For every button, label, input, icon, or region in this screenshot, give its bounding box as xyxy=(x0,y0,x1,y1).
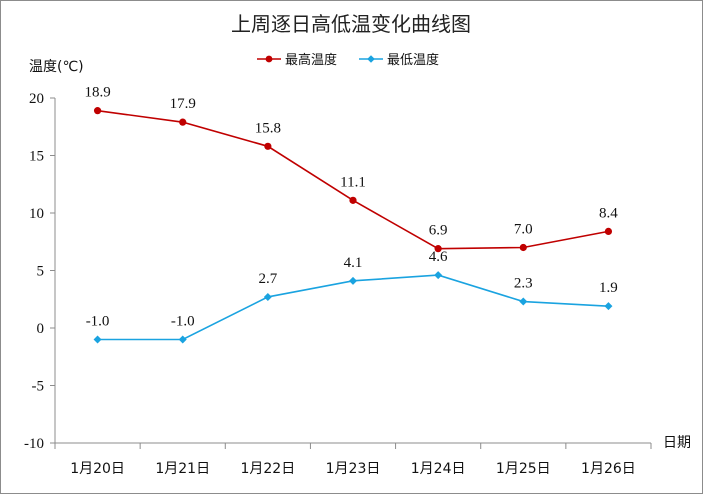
x-tick-label: 1月26日 xyxy=(581,461,636,477)
data-point xyxy=(93,107,102,115)
legend-marker xyxy=(265,55,273,63)
data-point xyxy=(604,302,613,311)
series-low: -1.0 -1.0 2.7 4.1 4.6 2.3 1.9 xyxy=(86,249,618,344)
data-point xyxy=(349,196,357,204)
y-axis-label: 温度(℃) xyxy=(29,59,84,75)
x-tick-label: 1月20日 xyxy=(70,461,125,477)
y-tick-label: 10 xyxy=(29,206,44,222)
data-label: 1.9 xyxy=(599,280,618,296)
data-label: 2.3 xyxy=(514,276,533,292)
data-point xyxy=(178,335,187,344)
y-tick-label: -5 xyxy=(32,379,45,395)
data-point xyxy=(93,335,102,344)
y-tick-label: 15 xyxy=(29,149,44,165)
data-label: 6.9 xyxy=(429,223,448,239)
chart-title: 上周逐日高低温变化曲线图 xyxy=(231,12,471,36)
y-tick-label: -10 xyxy=(24,436,44,452)
data-point xyxy=(519,243,527,252)
legend-item: 最高温度 xyxy=(257,52,337,68)
data-label: -1.0 xyxy=(86,314,110,330)
data-label: 11.1 xyxy=(340,174,366,190)
data-label: 18.9 xyxy=(84,85,110,101)
data-point xyxy=(434,245,442,253)
x-tick-label: 1月23日 xyxy=(326,461,381,477)
data-label: -1.0 xyxy=(171,314,195,330)
data-label: 15.8 xyxy=(255,120,281,136)
data-point xyxy=(434,271,443,280)
data-label: 17.9 xyxy=(170,96,196,112)
data-point xyxy=(519,297,528,306)
data-label: 7.0 xyxy=(514,222,533,238)
data-point xyxy=(604,227,613,235)
legend-label: 最低温度 xyxy=(387,52,439,68)
data-label: 2.7 xyxy=(258,271,277,287)
series-layer: 18.9 17.9 15.8 11.1 6.9 7.0 8.4 -1.0 -1.0 2.7 4.1 4… xyxy=(84,85,618,344)
legend-marker xyxy=(367,55,375,63)
x-tick-label: 1月24日 xyxy=(411,461,466,477)
y-tick-label: 0 xyxy=(37,321,45,337)
x-tick-label: 1月25日 xyxy=(496,461,551,477)
data-point xyxy=(264,142,272,150)
legend-item: 最低温度 xyxy=(359,52,439,68)
data-label: 8.4 xyxy=(599,205,618,221)
y-tick-label: 5 xyxy=(37,264,45,280)
legend: 最高温度 最低温度 xyxy=(257,52,439,68)
x-axis-label: 日期 xyxy=(663,435,691,451)
data-point xyxy=(263,292,272,301)
legend-label: 最高温度 xyxy=(285,52,337,68)
data-label: 4.6 xyxy=(429,249,448,265)
axes: -10 -5 0 5 10 15 20 1月20日 1月21日 1月22日 1月23日 1月24日 1月… xyxy=(24,91,652,477)
data-point xyxy=(349,276,357,285)
x-tick-label: 1月22日 xyxy=(240,461,295,477)
y-tick-label: 20 xyxy=(29,91,44,107)
series-high: 18.9 17.9 15.8 11.1 6.9 7.0 8.4 xyxy=(84,85,618,253)
data-label: 4.1 xyxy=(344,255,363,271)
data-point xyxy=(179,118,187,126)
x-tick-label: 1月21日 xyxy=(155,461,210,477)
